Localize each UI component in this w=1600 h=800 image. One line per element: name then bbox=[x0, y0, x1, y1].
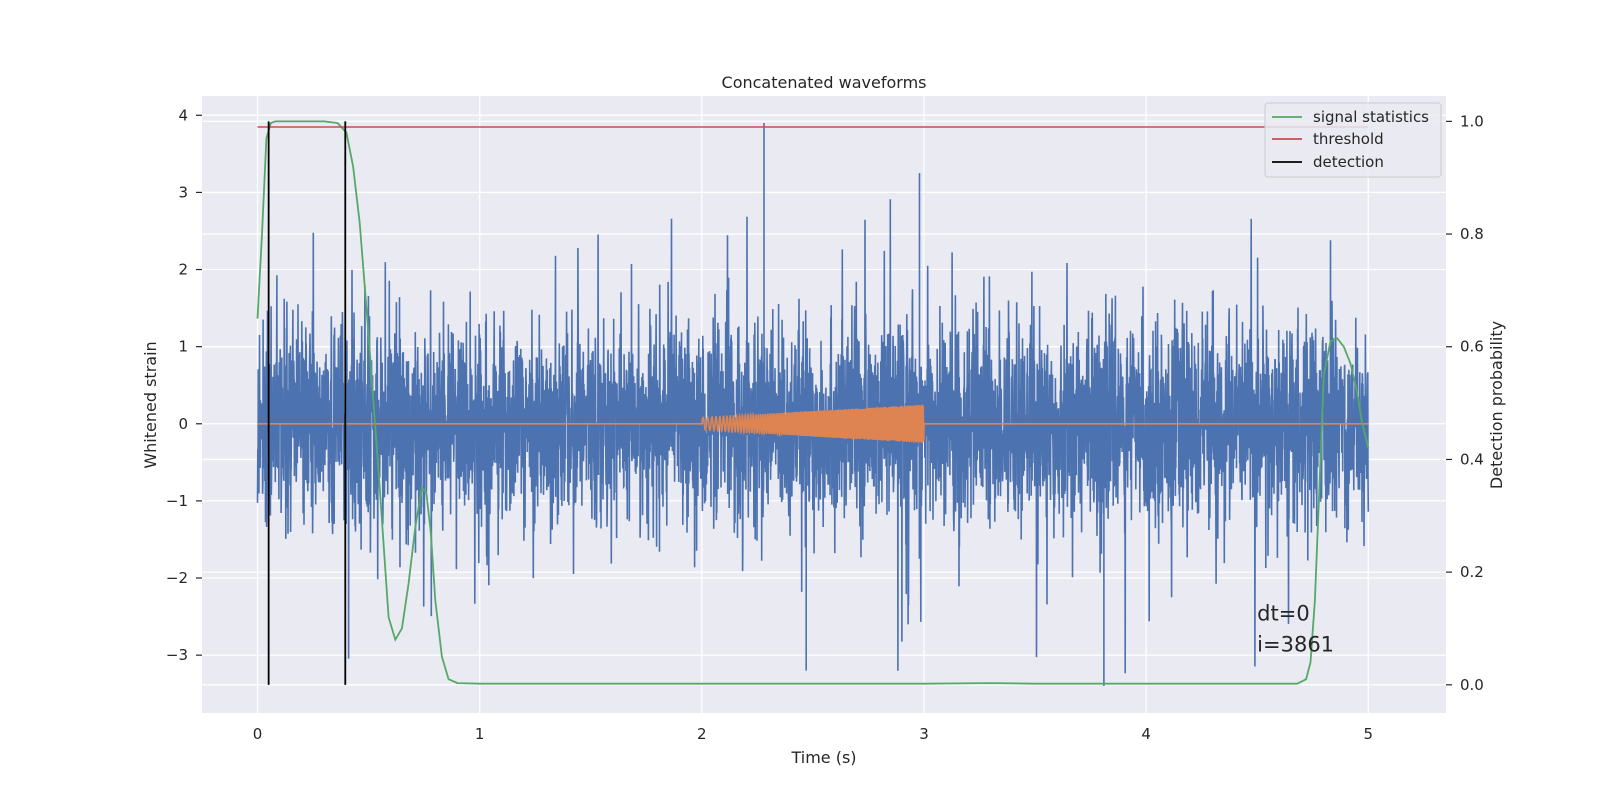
chart-title: Concatenated waveforms bbox=[722, 73, 927, 92]
y-tick-label-left: −3 bbox=[166, 646, 188, 664]
x-tick-label: 0 bbox=[253, 725, 263, 743]
grid-lines bbox=[202, 96, 1446, 713]
y-tick-label-left: −2 bbox=[166, 569, 188, 587]
x-tick-label: 5 bbox=[1363, 725, 1373, 743]
y-tick-label-left: 4 bbox=[178, 106, 188, 124]
y-tick-label-left: −1 bbox=[166, 492, 188, 510]
y-tick-label-right: 1.0 bbox=[1460, 112, 1484, 130]
legend-label-threshold: threshold bbox=[1313, 130, 1384, 148]
y-tick-label-right: 0.2 bbox=[1460, 563, 1484, 581]
legend: signal statistics threshold detection bbox=[1264, 102, 1442, 178]
y-axis-label-left: Whitened strain bbox=[141, 341, 160, 468]
annotation-index: i=3861 bbox=[1257, 632, 1334, 656]
x-tick-label: 1 bbox=[475, 725, 485, 743]
x-axis: 0 1 2 3 4 5 bbox=[253, 725, 1373, 743]
y-tick-label-left: 0 bbox=[178, 415, 188, 433]
series-chirp-line bbox=[257, 404, 1369, 443]
x-tick-label: 4 bbox=[1141, 725, 1151, 743]
y-axis-right: 0.0 0.2 0.4 0.6 0.8 1.0 bbox=[1446, 112, 1484, 694]
legend-label-signal-statistics: signal statistics bbox=[1313, 108, 1429, 126]
y-tick-label-right: 0.0 bbox=[1460, 676, 1484, 694]
y-axis-label-right: Detection probability bbox=[1487, 321, 1506, 489]
y-tick-label-right: 0.8 bbox=[1460, 225, 1484, 243]
series-signal-statistics-line bbox=[256, 120, 1370, 685]
legend-label-detection: detection bbox=[1313, 153, 1384, 171]
x-tick-label: 3 bbox=[919, 725, 929, 743]
y-tick-label-right: 0.6 bbox=[1460, 338, 1484, 356]
y-axis-left: −3 −2 −1 0 1 2 3 4 bbox=[166, 106, 202, 664]
legend-box bbox=[1264, 102, 1442, 178]
x-axis-label: Time (s) bbox=[790, 748, 856, 767]
series-noise-line bbox=[256, 123, 1370, 686]
y-tick-label-left: 2 bbox=[178, 261, 188, 279]
detection-lines bbox=[267, 121, 347, 685]
annotation-dt: dt=0 bbox=[1257, 601, 1310, 625]
y-tick-label-right: 0.4 bbox=[1460, 450, 1484, 468]
y-tick-label-left: 3 bbox=[178, 183, 188, 201]
x-tick-label: 2 bbox=[697, 725, 707, 743]
plot-content bbox=[256, 120, 1370, 686]
y-tick-label-left: 1 bbox=[178, 338, 188, 356]
